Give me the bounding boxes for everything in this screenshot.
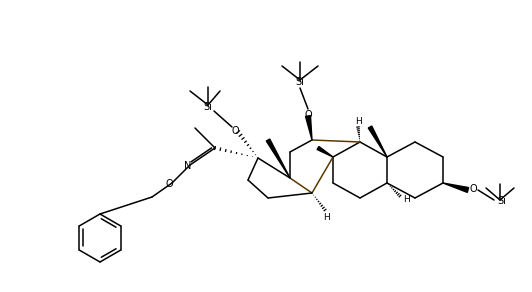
Text: O: O xyxy=(231,126,239,136)
Text: H: H xyxy=(355,117,362,126)
Text: Si: Si xyxy=(204,102,212,112)
Polygon shape xyxy=(368,126,387,157)
Text: H: H xyxy=(404,194,410,204)
Text: H: H xyxy=(322,213,329,223)
Polygon shape xyxy=(317,147,333,157)
Text: O: O xyxy=(304,110,312,120)
Text: O: O xyxy=(165,179,173,189)
Polygon shape xyxy=(267,139,290,178)
Text: Si: Si xyxy=(296,77,304,87)
Text: N: N xyxy=(184,161,192,171)
Text: Si: Si xyxy=(497,196,506,206)
Polygon shape xyxy=(443,183,469,192)
Text: O: O xyxy=(469,184,477,194)
Polygon shape xyxy=(305,116,312,140)
